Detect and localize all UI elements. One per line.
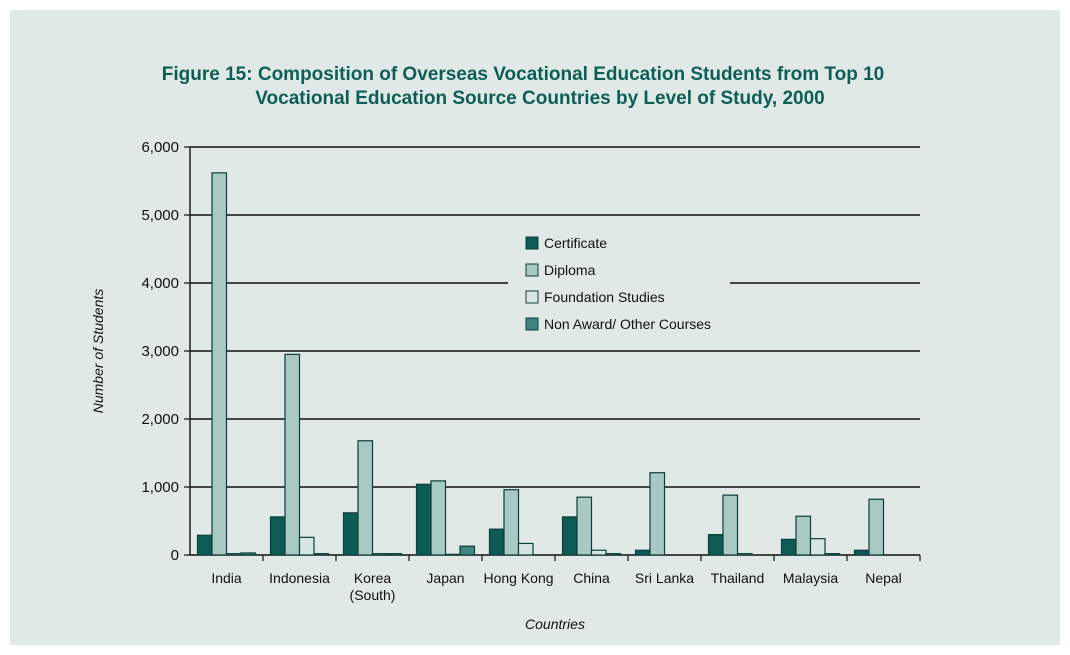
- x-tick-label: Nepal: [865, 570, 902, 586]
- y-tick-label: 2,000: [141, 411, 179, 428]
- chart-title-line-1: Figure 15: Composition of Overseas Vocat…: [162, 64, 884, 85]
- bar-chart: Figure 15: Composition of Overseas Vocat…: [90, 64, 921, 632]
- gridlines: [190, 146, 920, 488]
- y-tick-label: 1,000: [141, 479, 179, 496]
- bar: [605, 553, 622, 556]
- x-tick-label: Japan: [426, 570, 464, 586]
- bar: [225, 553, 242, 556]
- legend-label: Certificate: [544, 235, 607, 251]
- bar: [342, 512, 359, 556]
- bar: [430, 480, 447, 556]
- bar: [444, 553, 461, 556]
- bar: [649, 472, 666, 556]
- y-axis-title: Number of Students: [90, 289, 106, 414]
- y-tick-label: 0: [171, 547, 179, 564]
- legend-swatch: [525, 236, 539, 250]
- bar: [459, 545, 476, 556]
- bar: [269, 516, 286, 556]
- x-tick-label: China: [573, 570, 610, 586]
- y-tick-label: 4,000: [141, 275, 179, 292]
- x-tick-label: Hong Kong: [483, 570, 553, 586]
- bar: [298, 536, 315, 556]
- x-tick-label: Thailand: [711, 570, 765, 586]
- bar: [707, 533, 724, 556]
- bar: [240, 552, 257, 556]
- x-axis-title: Countries: [525, 616, 585, 632]
- bar: [503, 489, 520, 556]
- bar: [634, 549, 651, 556]
- bar: [576, 496, 593, 556]
- x-tick-label: Sri Lanka: [635, 570, 694, 586]
- y-tick-label: 6,000: [141, 139, 179, 156]
- legend-label: Foundation Studies: [544, 289, 665, 305]
- legend-label: Diploma: [544, 262, 596, 278]
- y-tick-label: 5,000: [141, 207, 179, 224]
- bar: [722, 494, 739, 556]
- bar: [313, 553, 330, 556]
- bar: [795, 515, 812, 556]
- bar: [868, 498, 885, 556]
- x-tick-label: Indonesia: [269, 570, 330, 586]
- bar: [211, 172, 228, 556]
- bar: [561, 516, 578, 556]
- tick-labels: 0 1,000 2,000 3,000 4,000 5,000 6,000 India Indo…: [141, 139, 901, 603]
- bar: [284, 353, 301, 556]
- x-tick-label: Malaysia: [783, 570, 838, 586]
- bars: [196, 172, 885, 556]
- bar: [415, 483, 432, 556]
- bar: [371, 553, 388, 556]
- x-tick-label: India: [211, 570, 242, 586]
- x-tick-label: Korea: [354, 570, 392, 586]
- bar: [824, 553, 841, 556]
- bar: [780, 538, 797, 556]
- chart-panel: Figure 15: Composition of Overseas Vocat…: [10, 10, 1060, 645]
- x-tick-label: (South): [350, 587, 396, 603]
- bar: [357, 440, 374, 556]
- bar: [488, 528, 505, 556]
- bar: [196, 534, 213, 556]
- legend-label: Non Award/ Other Courses: [544, 316, 711, 332]
- chart-title-line-2: Vocational Education Source Countries by…: [255, 88, 824, 109]
- legend-swatch: [525, 317, 539, 331]
- bar: [853, 549, 870, 556]
- legend-background: [508, 224, 730, 340]
- legend-swatch: [525, 263, 539, 277]
- legend-swatch: [525, 290, 539, 304]
- y-tick-label: 3,000: [141, 343, 179, 360]
- bar: [590, 549, 607, 556]
- bar: [517, 542, 534, 556]
- bar: [736, 553, 753, 556]
- bar: [386, 553, 403, 556]
- legend: Certificate Diploma Foundation Studies Non …: [508, 224, 730, 340]
- bar: [809, 538, 826, 556]
